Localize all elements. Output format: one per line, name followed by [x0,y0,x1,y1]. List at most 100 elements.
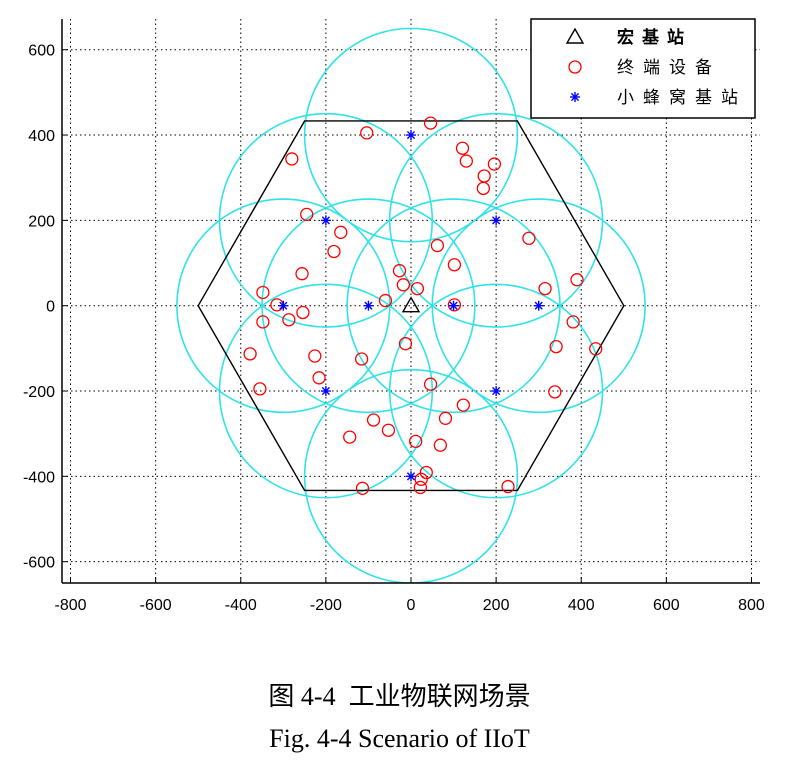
legend-terminal-marker [568,60,582,74]
coverage-circle [218,283,434,499]
terminal-marker [538,281,552,296]
coverage-circles [176,27,646,583]
figure-caption-en: Fig. 4-4 Scenario of IIoT [269,724,530,753]
terminal-marker [455,141,470,155]
terminal-marker [423,116,438,130]
terminal-marker [253,382,267,396]
terminal-marker [343,430,357,444]
terminal-marker [430,238,445,253]
x-tick-label: 400 [568,597,595,614]
asterisk-stroke [279,301,288,310]
small-cell-marker [448,300,459,311]
terminal-marker [456,398,471,412]
asterisk-stroke [570,92,580,102]
terminal-marker [392,264,407,278]
small-cell-marker [363,300,374,311]
terminal-marker [487,157,502,171]
x-tick-label: 0 [407,597,416,614]
small-cell-marker [320,215,331,226]
y-tick-label: 600 [28,43,55,60]
terminal-marker [548,385,562,399]
terminal-marker [295,267,309,281]
asterisk-stroke [492,386,501,396]
asterisk-stroke [449,301,458,310]
terminal-marker [285,152,299,166]
terminal-marker [549,339,563,354]
asterisk-stroke [406,472,416,481]
legend-small-cell-marker [570,92,580,102]
legend-label-macro-station: 宏基站 [617,27,692,48]
terminal-marker [419,465,433,480]
terminal-marker [366,413,381,427]
small-cell-marker [320,386,331,397]
terminal-marker [381,423,396,437]
terminal-marker [423,377,438,391]
terminal-marker [300,207,314,222]
x-tick-label: 600 [653,597,680,614]
terminal-marker [354,352,369,366]
small-cell-marker [406,130,416,141]
terminal-marker [296,305,310,320]
coverage-circle [388,283,604,499]
asterisk-stroke [321,216,330,225]
terminal-marker [570,273,584,287]
x-tick-label: 800 [738,597,765,614]
terminal-marker [589,342,603,356]
terminal-marker [256,285,270,300]
terminal-marker [459,154,473,168]
terminal-marker [566,315,580,329]
figure-caption-zh: 图 4-4 工业物联网场景 [268,682,531,711]
terminal-marker [327,244,341,259]
x-tick-label: -600 [140,597,172,614]
terminal-marker [398,337,413,351]
y-tick-label: 0 [46,299,55,316]
terminal-marker [447,258,462,272]
small-cell-marker [491,386,502,397]
terminal-marker [414,472,428,486]
tick-labels: -800 -600 -400 -200 0 200 400 600 800 -600 -400 -20… [23,43,765,614]
terminal-marker [378,293,393,308]
asterisk-stroke [492,216,501,225]
y-tick-label: 400 [28,128,55,145]
terminal-marker [501,479,515,494]
y-tick-label: -400 [23,469,55,486]
terminal-marker [477,169,491,183]
legend-macro-station-marker [565,27,585,44]
cell-hexagon [197,120,625,492]
legend-label-terminal: 终端设备 [617,58,721,78]
legend: 宏基站 终端设备 小蜂窝基站 [530,18,756,119]
y-tick-label: -600 [23,555,55,572]
cell-hexagon-group [197,120,625,492]
terminal-marker [355,481,370,495]
small-cell-marker [278,300,289,311]
small-cell-marker [406,471,416,482]
terminal-marker [413,480,428,495]
x-tick-label: -400 [225,597,257,614]
terminal-marker [282,313,296,327]
terminal-marker [447,298,462,312]
asterisk-stroke [364,301,373,310]
coverage-circle [303,27,519,243]
legend-box [530,18,756,119]
asterisk-stroke [406,130,416,140]
asterisk-stroke [534,301,543,310]
small-cell-marker [533,300,544,311]
terminal-marker [396,278,410,292]
legend-markers [565,27,585,102]
legend-label-small-cell: 小蜂窝基站 [617,88,747,108]
terminal-marker [409,434,423,449]
terminal-marker [360,126,374,140]
terminal-marker [334,225,348,239]
terminal-marker [243,347,257,361]
terminal-marker [433,438,448,452]
terminal-marker [438,411,453,425]
y-tick-label: 200 [28,213,55,230]
y-tick-label: -200 [23,384,55,401]
x-tick-label: 200 [483,597,510,614]
terminal-marker [308,349,322,363]
terminal-marker [476,181,491,196]
terminal-marker [270,298,284,312]
axes [61,19,760,584]
markers [243,116,603,495]
x-tick-label: -200 [310,597,342,614]
